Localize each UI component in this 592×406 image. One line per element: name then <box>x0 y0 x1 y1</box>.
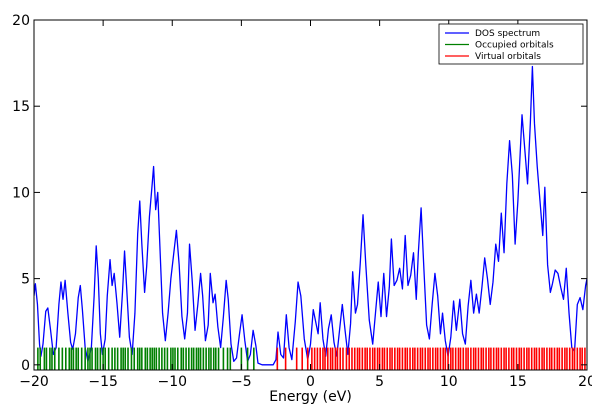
x-tick-label: 15 <box>509 374 527 390</box>
occupied-orbitals-ticks <box>37 347 255 370</box>
legend-label-dos-spectrum: DOS spectrum <box>475 29 540 39</box>
x-tick-labels: −20 −15 −10 −5 0 5 10 15 20 <box>19 374 592 390</box>
plot-layer <box>34 65 587 370</box>
y-tick-labels: 0 5 10 15 20 <box>12 13 30 374</box>
y-tick-label: 10 <box>12 185 30 201</box>
y-tick-label: 5 <box>21 272 30 288</box>
plot-frame <box>33 19 588 371</box>
y-tick-label: 15 <box>12 99 30 115</box>
x-tick-label: 20 <box>578 374 592 390</box>
virtual-orbitals-ticks <box>276 347 586 370</box>
x-tick-label: 0 <box>306 374 315 390</box>
x-axis-title: Energy (eV) <box>269 389 352 405</box>
x-tick-label: −5 <box>231 374 252 390</box>
x-tick-label: −10 <box>157 374 187 390</box>
y-tick-label: 20 <box>12 13 30 29</box>
y-tick-label: 0 <box>21 358 30 374</box>
x-tick-label: −15 <box>88 374 118 390</box>
x-tick-label: 10 <box>440 374 458 390</box>
x-tick-label: −20 <box>19 374 49 390</box>
x-tick-label: 5 <box>375 374 384 390</box>
legend-box <box>438 23 584 65</box>
dos-spectrum-line <box>34 65 587 366</box>
legend-label-virtual-orbitals: Virtual orbitals <box>475 52 541 62</box>
legend-label-occupied-orbitals: Occupied orbitals <box>475 41 554 51</box>
